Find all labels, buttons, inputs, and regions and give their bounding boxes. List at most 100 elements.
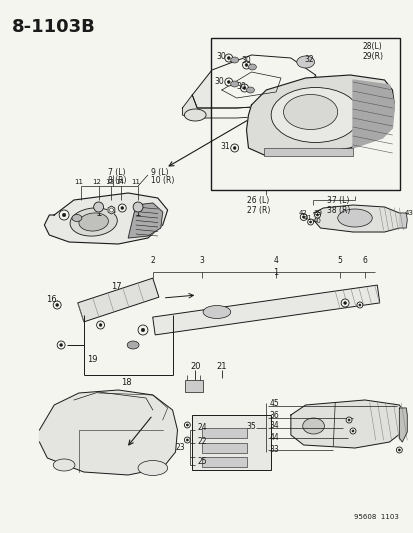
Circle shape [53,301,61,309]
Text: 27 (R): 27 (R) [246,206,269,215]
Text: 38 (R): 38 (R) [327,206,350,215]
Polygon shape [152,285,379,335]
Text: 8-1103B: 8-1103B [12,18,95,36]
Text: 11: 11 [131,179,140,185]
Text: 17: 17 [111,282,121,291]
Ellipse shape [271,87,359,142]
Text: 18: 18 [121,378,131,387]
Polygon shape [313,205,404,232]
Text: 6: 6 [361,256,366,265]
Bar [202,457,246,467]
Circle shape [93,202,103,212]
Circle shape [299,214,306,221]
Polygon shape [352,80,394,148]
Text: 30: 30 [236,82,246,91]
Text: 34: 34 [268,422,278,431]
Circle shape [240,84,248,92]
Circle shape [343,302,346,304]
Text: 9 (L): 9 (L) [150,168,168,177]
Circle shape [349,428,355,434]
Circle shape [224,54,232,62]
Circle shape [397,449,399,451]
Text: 95608  1103: 95608 1103 [354,514,399,520]
Circle shape [347,419,349,421]
Circle shape [59,210,69,220]
Circle shape [141,328,145,332]
Text: 25: 25 [197,457,206,466]
Polygon shape [290,400,405,448]
Text: 5: 5 [337,256,342,265]
Text: 16: 16 [46,295,57,304]
Polygon shape [44,193,167,244]
Text: 4: 4 [273,256,278,265]
Text: 23: 23 [176,442,185,451]
Text: 30: 30 [214,77,223,86]
Ellipse shape [184,109,206,121]
Text: 19: 19 [87,355,97,364]
Polygon shape [399,408,406,442]
Text: 3: 3 [199,256,204,265]
Circle shape [56,304,58,306]
Text: 42: 42 [298,210,306,216]
Text: 41: 41 [302,215,311,221]
Circle shape [96,321,104,329]
Text: 44: 44 [268,432,278,441]
Text: 2: 2 [150,256,155,265]
Circle shape [242,61,250,69]
Circle shape [138,325,147,335]
Text: 13: 13 [105,179,114,185]
Circle shape [314,212,320,218]
Polygon shape [39,390,177,475]
Polygon shape [192,55,315,108]
Ellipse shape [70,208,117,236]
Circle shape [340,299,348,307]
Circle shape [121,207,123,209]
Ellipse shape [72,214,82,222]
Polygon shape [108,206,114,214]
Text: 36: 36 [268,410,278,419]
Text: 1: 1 [273,268,278,277]
Circle shape [186,439,188,441]
Text: 14: 14 [114,179,123,185]
Ellipse shape [283,94,337,130]
Circle shape [99,324,102,326]
Circle shape [307,219,313,225]
Circle shape [59,344,62,346]
Circle shape [227,80,230,83]
Bar [211,38,399,190]
Ellipse shape [53,459,75,471]
Bar [202,428,246,438]
Text: 8 (R): 8 (R) [108,176,127,185]
Circle shape [309,221,311,223]
Ellipse shape [246,87,254,93]
Bar [263,148,352,156]
Circle shape [316,214,318,216]
Ellipse shape [337,209,371,227]
Circle shape [62,213,66,217]
Text: 24: 24 [197,423,206,432]
Circle shape [356,302,362,308]
Circle shape [244,63,247,67]
Text: 45: 45 [268,399,278,408]
Text: 37 (L): 37 (L) [327,196,349,205]
Circle shape [242,86,245,90]
Ellipse shape [230,57,238,63]
Polygon shape [246,75,394,155]
Circle shape [345,417,351,423]
Text: 32: 32 [304,55,313,64]
Polygon shape [182,75,320,118]
Circle shape [227,56,230,59]
Polygon shape [78,278,159,322]
Bar [185,380,203,392]
Circle shape [230,144,238,152]
Ellipse shape [296,56,314,68]
Text: 21: 21 [216,362,227,371]
Ellipse shape [203,305,230,319]
Text: 28(L): 28(L) [362,42,382,51]
Text: 7 (L): 7 (L) [108,168,126,177]
Polygon shape [399,213,406,228]
Circle shape [184,422,190,428]
Ellipse shape [127,341,139,349]
Text: 29(R): 29(R) [362,52,383,61]
Circle shape [57,341,65,349]
